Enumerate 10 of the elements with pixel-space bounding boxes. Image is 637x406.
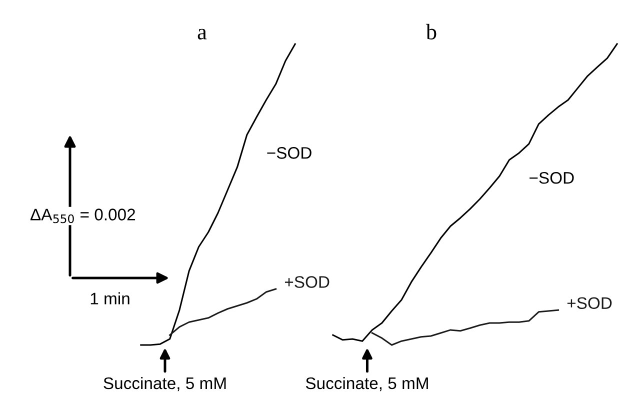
- chart-title: a: [198, 28, 207, 40]
- series-label: +SOD: [567, 297, 612, 309]
- text: 1 min: [90, 292, 130, 304]
- series-label: −SOD: [530, 172, 574, 184]
- text: ΔA$_{550}$ = 0.002: [30, 208, 135, 224]
- series-label: +SOD: [284, 276, 330, 288]
- chart-title: b: [426, 24, 436, 40]
- text: Succinate, 5 mM: [306, 376, 428, 392]
- series-label: −SOD: [267, 147, 312, 159]
- text: Succinate, 5 mM: [104, 376, 226, 392]
